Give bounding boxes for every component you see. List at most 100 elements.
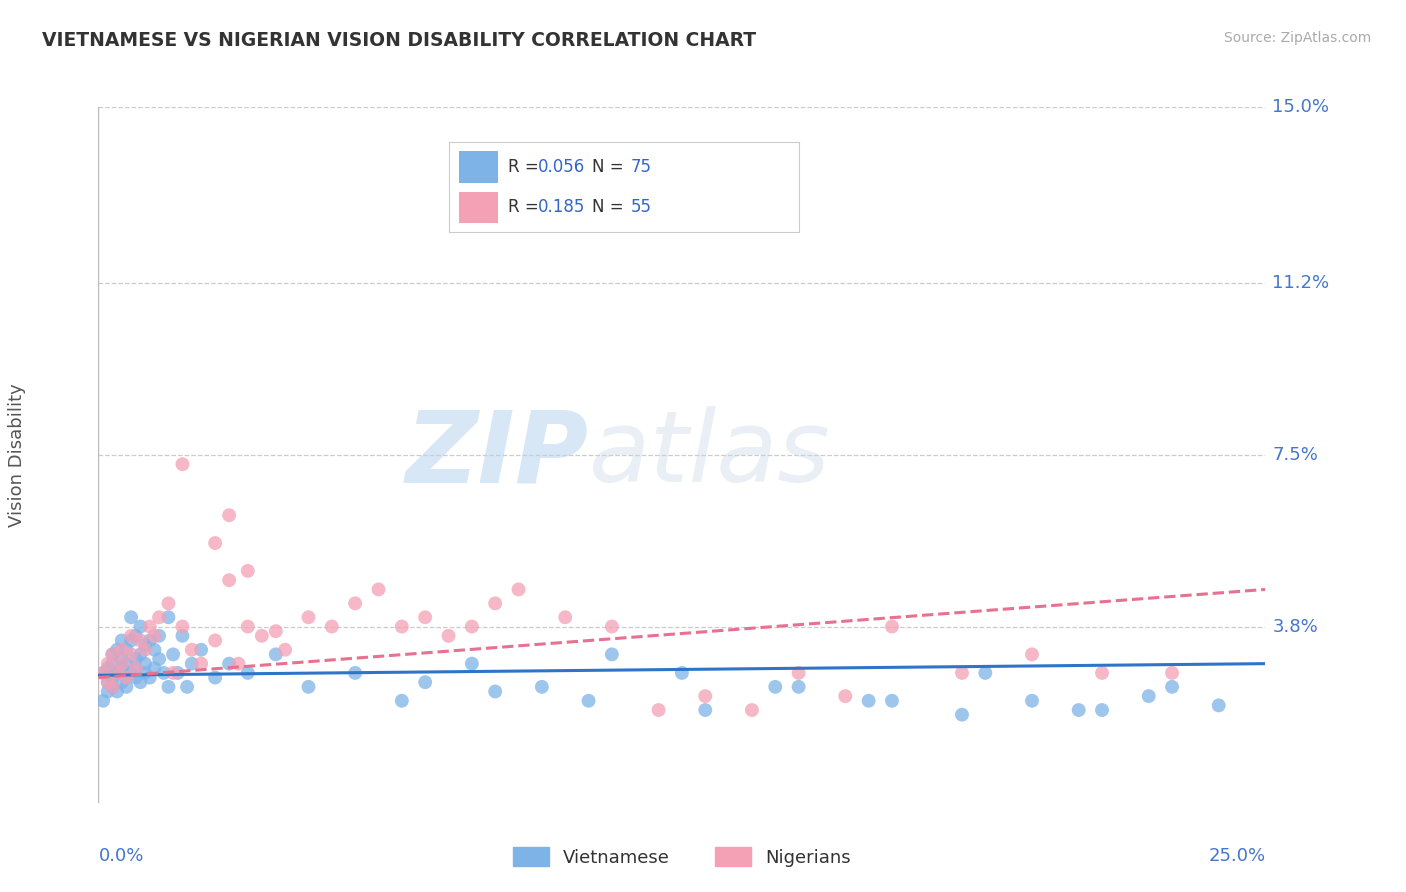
Point — [297, 610, 319, 624]
Text: R =: R = — [508, 158, 544, 176]
Point — [530, 680, 553, 694]
Point — [148, 610, 170, 624]
Point — [695, 703, 717, 717]
Point — [204, 536, 226, 550]
Point — [120, 610, 142, 624]
Point — [1161, 665, 1184, 680]
Text: Source: ZipAtlas.com: Source: ZipAtlas.com — [1223, 31, 1371, 45]
Point — [134, 642, 156, 657]
Point — [105, 642, 128, 657]
Point — [111, 633, 134, 648]
Point — [180, 642, 202, 657]
Point — [204, 671, 226, 685]
Point — [880, 619, 903, 633]
Point — [97, 661, 120, 675]
Point — [204, 633, 226, 648]
Point — [218, 508, 240, 523]
Point — [101, 680, 124, 694]
Point — [413, 610, 436, 624]
Point — [1137, 689, 1160, 703]
Point — [115, 680, 138, 694]
Point — [950, 665, 973, 680]
Text: R =: R = — [508, 198, 550, 217]
Point — [391, 694, 413, 708]
Point — [143, 661, 166, 675]
Point — [101, 671, 124, 685]
Point — [105, 665, 128, 680]
Point — [97, 675, 120, 690]
Point — [162, 648, 184, 662]
Point — [413, 675, 436, 690]
Point — [105, 665, 128, 680]
Text: 7.5%: 7.5% — [1272, 446, 1319, 464]
Point — [143, 642, 166, 657]
Point — [111, 661, 134, 675]
Point — [461, 657, 484, 671]
Point — [880, 694, 903, 708]
Point — [176, 680, 198, 694]
Point — [344, 665, 367, 680]
Point — [101, 657, 124, 671]
Point — [172, 629, 194, 643]
Point — [143, 629, 166, 643]
Point — [1208, 698, 1230, 713]
Point — [671, 665, 693, 680]
Point — [787, 680, 810, 694]
Point — [134, 657, 156, 671]
Point — [858, 694, 880, 708]
Point — [834, 689, 856, 703]
Point — [129, 648, 152, 662]
Point — [101, 648, 124, 662]
Point — [190, 657, 212, 671]
Point — [297, 680, 319, 694]
Point — [461, 619, 484, 633]
Point — [111, 657, 134, 671]
Point — [1021, 694, 1043, 708]
Point — [554, 610, 576, 624]
Point — [236, 564, 259, 578]
Point — [236, 665, 259, 680]
Point — [264, 648, 287, 662]
Text: 55: 55 — [630, 198, 651, 217]
Point — [484, 596, 506, 610]
Point — [218, 573, 240, 587]
Point — [218, 657, 240, 671]
Point — [695, 689, 717, 703]
Point — [190, 642, 212, 657]
Point — [139, 633, 162, 648]
Point — [157, 596, 180, 610]
Point — [484, 684, 506, 698]
Point — [1161, 680, 1184, 694]
Text: Vision Disability: Vision Disability — [8, 383, 25, 527]
Point — [1091, 703, 1114, 717]
Point — [974, 665, 997, 680]
Text: 75: 75 — [630, 158, 651, 176]
Point — [111, 652, 134, 666]
Text: 11.2%: 11.2% — [1272, 275, 1330, 293]
Point — [120, 665, 142, 680]
Point — [101, 648, 124, 662]
Point — [125, 661, 148, 675]
Point — [950, 707, 973, 722]
Point — [91, 665, 114, 680]
Point — [148, 629, 170, 643]
Point — [129, 633, 152, 648]
Point — [120, 633, 142, 648]
Point — [741, 703, 763, 717]
Point — [172, 619, 194, 633]
Point — [1067, 703, 1090, 717]
Text: ZIP: ZIP — [405, 407, 589, 503]
Point — [763, 680, 786, 694]
Text: 0.056: 0.056 — [537, 158, 585, 176]
Point — [134, 665, 156, 680]
Bar — [458, 192, 498, 223]
Point — [101, 680, 124, 694]
Point — [228, 657, 250, 671]
Point — [139, 619, 162, 633]
Point — [97, 675, 120, 690]
Point — [321, 619, 343, 633]
Point — [129, 619, 152, 633]
Point — [152, 665, 174, 680]
Point — [115, 642, 138, 657]
Text: 3.8%: 3.8% — [1272, 617, 1319, 635]
